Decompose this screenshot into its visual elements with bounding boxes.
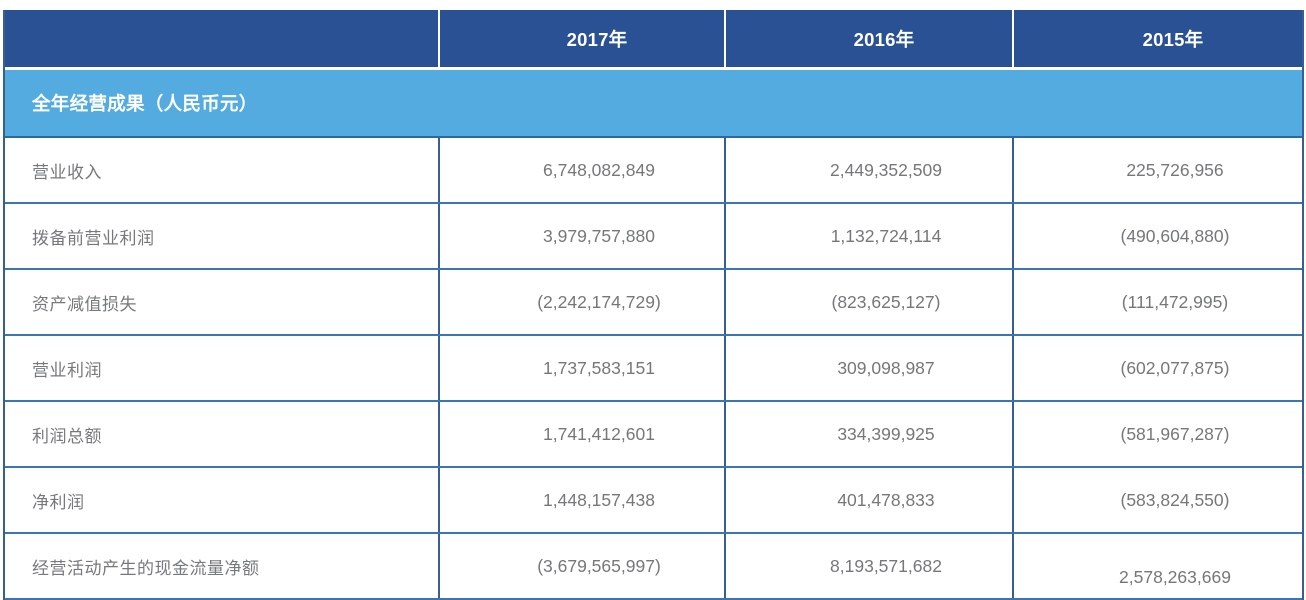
row-label: 营业收入 bbox=[5, 138, 438, 202]
row-label: 经营活动产生的现金流量净额 bbox=[5, 534, 438, 598]
row-label: 利润总额 bbox=[5, 402, 438, 466]
table-row: 资产减值损失 (2,242,174,729) (823,625,127) (11… bbox=[5, 270, 1302, 336]
value-2015: (111,472,995) bbox=[1012, 270, 1302, 334]
value-2016: 334,399,925 bbox=[724, 402, 1012, 466]
value-2017: (2,242,174,729) bbox=[438, 270, 724, 334]
table-row: 营业利润 1,737,583,151 309,098,987 (602,077,… bbox=[5, 336, 1302, 402]
table-row: 营业收入 6,748,082,849 2,449,352,509 225,726… bbox=[5, 138, 1302, 204]
value-2015: (602,077,875) bbox=[1012, 336, 1302, 400]
header-corner-cell bbox=[5, 10, 438, 67]
value-2015: (490,604,880) bbox=[1012, 204, 1302, 268]
value-2016: (823,625,127) bbox=[724, 270, 1012, 334]
value-2017: 1,741,412,601 bbox=[438, 402, 724, 466]
value-2015: 225,726,956 bbox=[1012, 138, 1302, 202]
value-2017: 1,737,583,151 bbox=[438, 336, 724, 400]
row-label: 拨备前营业利润 bbox=[5, 204, 438, 268]
header-year-2016: 2016年 bbox=[724, 10, 1012, 67]
value-2017: 3,979,757,880 bbox=[438, 204, 724, 268]
financial-summary-table: 2017年 2016年 2015年 全年经营成果（人民币元） 营业收入 6,74… bbox=[3, 10, 1304, 600]
value-2015: 2,578,263,669 bbox=[1012, 534, 1302, 598]
value-2016: 1,132,724,114 bbox=[724, 204, 1012, 268]
row-label: 资产减值损失 bbox=[5, 270, 438, 334]
value-2015: (581,967,287) bbox=[1012, 402, 1302, 466]
value-2016: 8,193,571,682 bbox=[724, 534, 1012, 598]
table-row: 利润总额 1,741,412,601 334,399,925 (581,967,… bbox=[5, 402, 1302, 468]
value-2015: (583,824,550) bbox=[1012, 468, 1302, 532]
value-2017: 1,448,157,438 bbox=[438, 468, 724, 532]
value-2017: 6,748,082,849 bbox=[438, 138, 724, 202]
row-label: 净利润 bbox=[5, 468, 438, 532]
table-header-row: 2017年 2016年 2015年 bbox=[5, 10, 1302, 67]
table-row: 经营活动产生的现金流量净额 (3,679,565,997) 8,193,571,… bbox=[5, 534, 1302, 600]
table-row: 拨备前营业利润 3,979,757,880 1,132,724,114 (490… bbox=[5, 204, 1302, 270]
value-2016: 401,478,833 bbox=[724, 468, 1012, 532]
value-2016: 2,449,352,509 bbox=[724, 138, 1012, 202]
table-row: 净利润 1,448,157,438 401,478,833 (583,824,5… bbox=[5, 468, 1302, 534]
row-label: 营业利润 bbox=[5, 336, 438, 400]
value-2016: 309,098,987 bbox=[724, 336, 1012, 400]
header-year-2017: 2017年 bbox=[438, 10, 724, 67]
header-year-2015: 2015年 bbox=[1012, 10, 1302, 67]
section-title-annual-operating-results: 全年经营成果（人民币元） bbox=[5, 67, 1302, 138]
value-2017: (3,679,565,997) bbox=[438, 534, 724, 598]
